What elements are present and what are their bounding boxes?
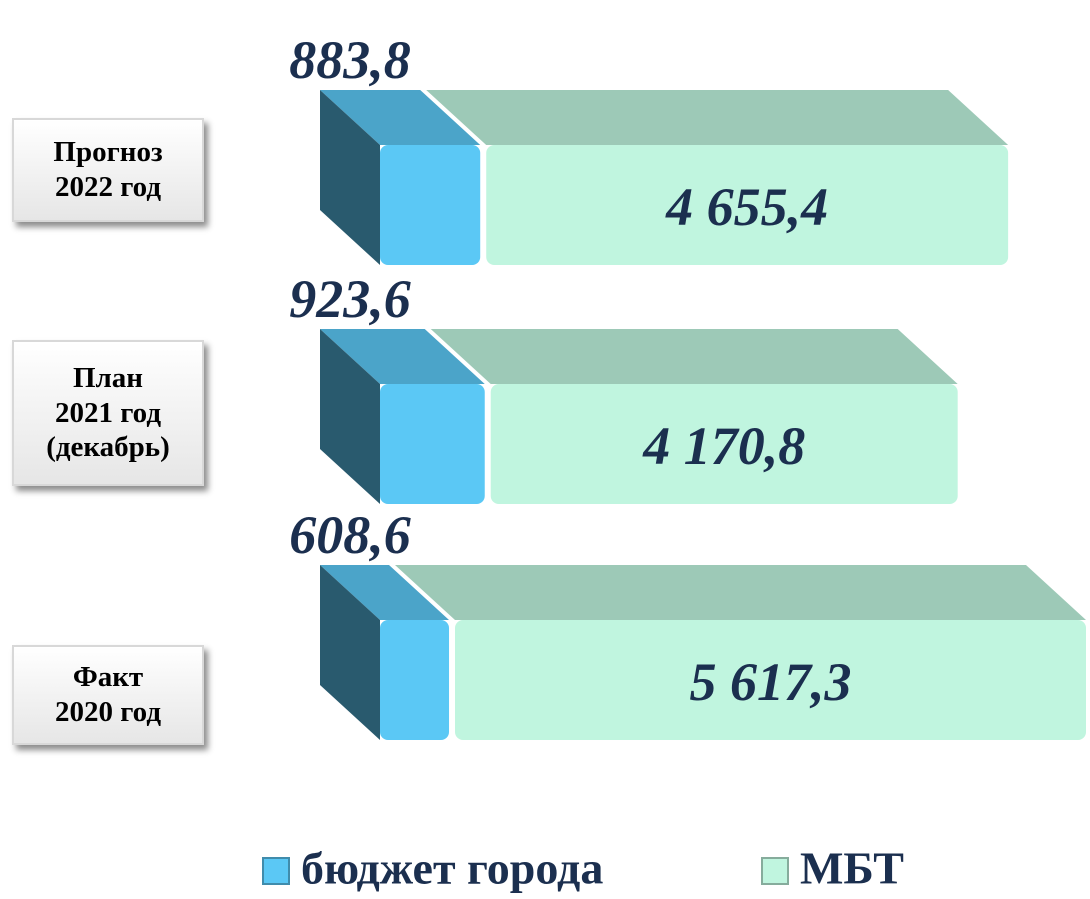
value-label: 608,6 xyxy=(289,505,411,565)
bar-top xyxy=(395,565,1087,620)
bar-front xyxy=(380,620,450,740)
legend-swatch xyxy=(761,857,789,885)
bar-top xyxy=(426,90,1009,145)
bar-side xyxy=(320,329,380,504)
bar-side xyxy=(320,90,380,265)
value-label: 4 170,8 xyxy=(642,416,805,476)
legend-label: МБТ xyxy=(800,843,904,894)
category-label: Факт 2020 год xyxy=(12,645,204,745)
bar-segment xyxy=(426,90,1009,265)
category-label: Прогноз 2022 год xyxy=(12,118,204,222)
bar-top xyxy=(320,565,450,620)
bar-top xyxy=(320,329,485,384)
value-label: 883,8 xyxy=(289,30,411,90)
bar-segment xyxy=(320,90,481,265)
value-label: 5 617,3 xyxy=(690,652,852,712)
bar-front xyxy=(380,384,485,504)
bar-top xyxy=(430,329,958,384)
category-label: План 2021 год (декабрь) xyxy=(12,340,204,486)
value-label: 923,6 xyxy=(289,269,411,329)
bar-segment xyxy=(395,565,1087,740)
bar-front xyxy=(490,384,958,504)
legend-swatch xyxy=(262,857,290,885)
bar-top xyxy=(320,90,481,145)
bar-segment xyxy=(430,329,958,504)
bar-front xyxy=(380,145,481,265)
bar-front xyxy=(486,145,1009,265)
bar-segment xyxy=(320,565,450,740)
bar-side xyxy=(320,565,380,740)
value-label: 4 655,4 xyxy=(665,177,828,237)
bar-front xyxy=(455,620,1087,740)
bar-segment xyxy=(320,329,485,504)
legend-label: бюджет города xyxy=(301,843,603,894)
